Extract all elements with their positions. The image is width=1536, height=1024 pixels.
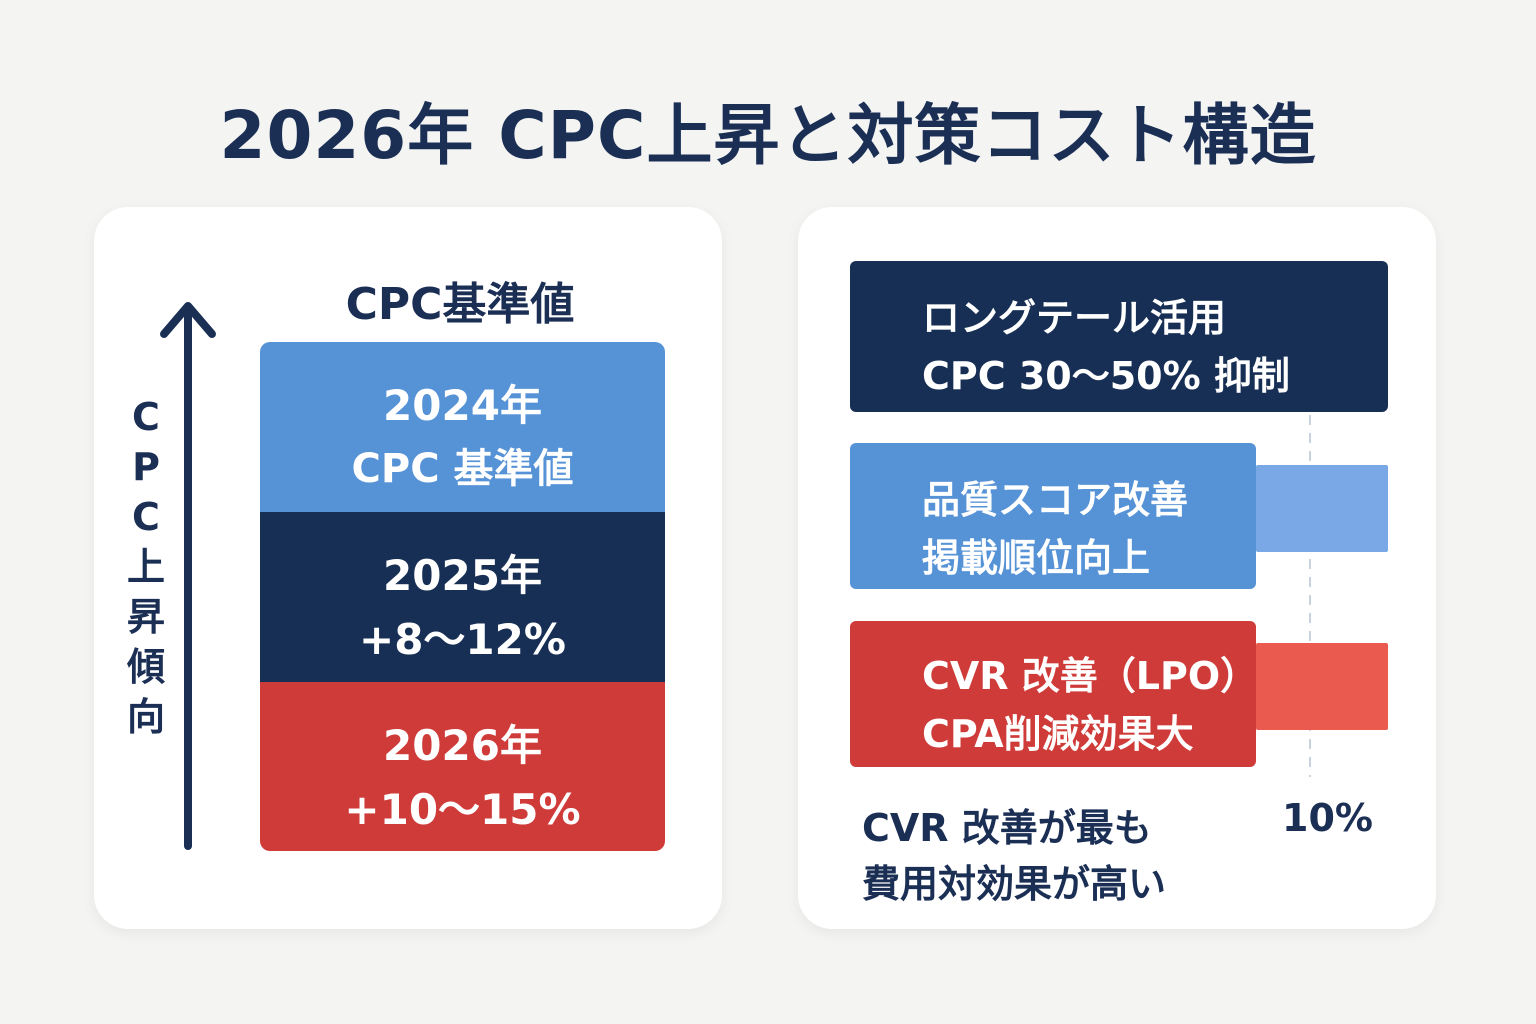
cpc-rise-axis-label: CPC上昇傾向: [126, 395, 165, 739]
block-2024: 2024年 CPC 基準値: [260, 342, 665, 512]
conclusion-text: CVR 改善が最も 費用対効果が高い: [862, 800, 1262, 912]
longtail-title: ロングテール活用: [922, 296, 1227, 340]
quality-score-effect: 掲載順位向上: [922, 536, 1151, 580]
longtail-measure-box: ロングテール活用 CPC 30〜50% 抑制: [850, 261, 1388, 412]
conclusion-line-1: CVR 改善が最も: [862, 806, 1152, 850]
quality-score-title: 品質スコア改善: [922, 478, 1189, 522]
cvr-title: CVR 改善（LPO）: [922, 654, 1259, 698]
block-2024-year: 2024年: [383, 381, 542, 430]
block-2025: 2025年 +8〜12%: [260, 512, 665, 682]
page-title: 2026年 CPC上昇と対策コスト構造: [219, 97, 1317, 174]
cvr-effect: CPA削減効果大: [922, 712, 1194, 756]
block-2025-year: 2025年: [383, 551, 542, 600]
reference-percent-label: 10%: [1282, 796, 1373, 840]
up-arrow-icon: [160, 302, 216, 850]
block-2024-value: CPC 基準値: [351, 446, 574, 492]
quality-score-effect-bar: [1256, 465, 1388, 552]
cvr-effect-bar: [1256, 643, 1388, 730]
longtail-effect: CPC 30〜50% 抑制: [922, 354, 1290, 398]
block-2025-value: +8〜12%: [359, 615, 566, 664]
block-2026-value: +10〜15%: [344, 785, 581, 834]
conclusion-line-2: 費用対効果が高い: [862, 862, 1167, 906]
block-2026-year: 2026年: [383, 721, 542, 770]
quality-score-measure-box: 品質スコア改善 掲載順位向上: [850, 443, 1256, 589]
cpc-base-heading: CPC基準値: [345, 279, 575, 330]
cpc-year-stack: 2024年 CPC 基準値 2025年 +8〜12% 2026年 +10〜15%: [260, 342, 665, 851]
block-2026: 2026年 +10〜15%: [260, 682, 665, 851]
cvr-measure-box: CVR 改善（LPO） CPA削減効果大: [850, 621, 1259, 767]
